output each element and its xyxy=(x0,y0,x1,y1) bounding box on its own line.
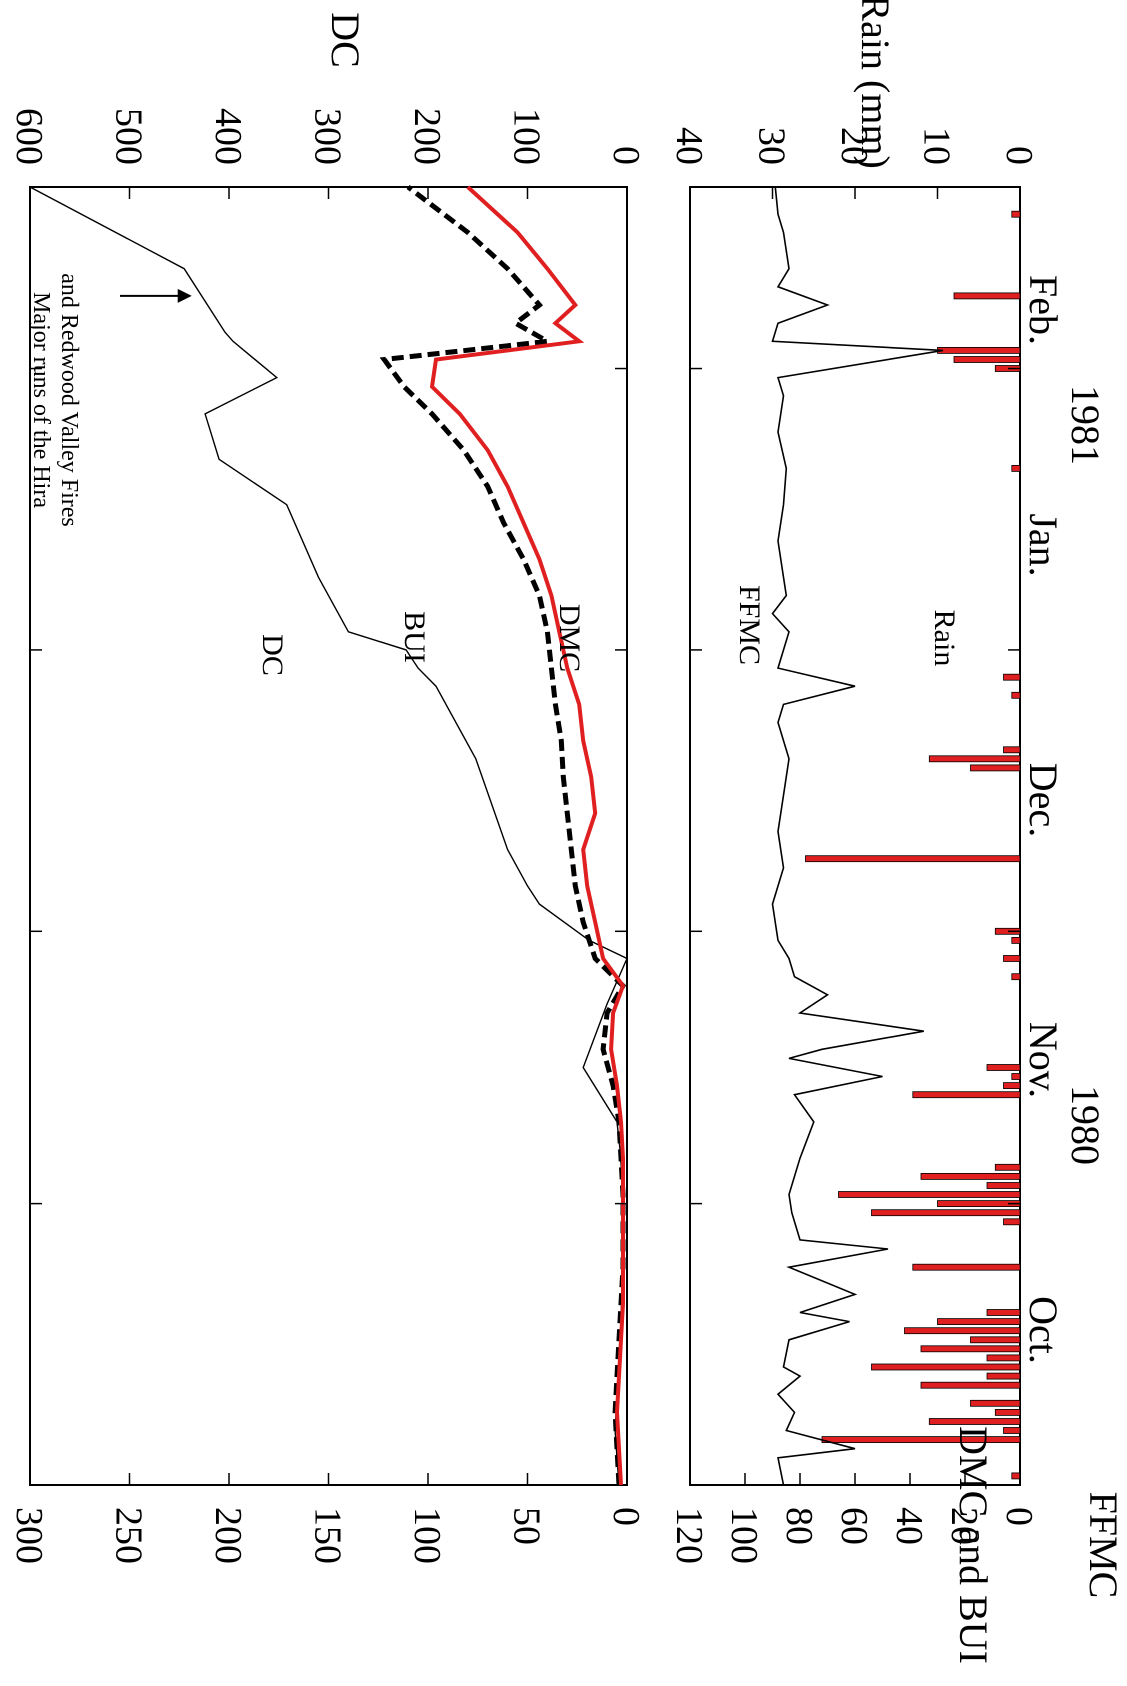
rain-bar xyxy=(937,346,1021,354)
dmc-bui-axis-tick-label: 50 xyxy=(506,1507,548,1545)
rain-bar xyxy=(920,1173,1021,1180)
tick-labels: 0501001502002503000100200300400500600020… xyxy=(8,108,1040,1564)
rain-bar xyxy=(986,1309,1021,1316)
axis-title-dmc-bui: DMC and BUI xyxy=(951,1426,996,1664)
axis-title-ffmc: FFMC xyxy=(1081,1492,1126,1599)
rain-bar xyxy=(805,855,1021,863)
series-label-bui: BUI xyxy=(398,611,431,663)
dc-axis-tick-label: 200 xyxy=(406,108,448,165)
rain-bar xyxy=(970,764,1021,772)
rain-bar xyxy=(1003,1218,1021,1226)
dmc-bui-axis-tick-label: 0 xyxy=(605,1507,647,1526)
rain-bar xyxy=(1003,955,1021,962)
dmc-bui-axis-tick-label: 200 xyxy=(207,1507,249,1564)
month-label-dec: Dec. xyxy=(1021,763,1066,837)
dc-axis-tick-label: 500 xyxy=(108,108,150,165)
rain-axis-tick-label: 40 xyxy=(668,127,710,165)
ffmc-axis-tick-label: 80 xyxy=(778,1507,820,1545)
dc-axis-tick-label: 100 xyxy=(506,108,548,165)
rain-axis-tick-label: 20 xyxy=(833,127,875,165)
series-ffmc-line xyxy=(771,186,944,1486)
rain-bar xyxy=(1011,464,1021,472)
month-label-oct: Oct. xyxy=(1021,1296,1066,1364)
dc-axis-tick-label: 400 xyxy=(207,108,249,165)
axis-ticks xyxy=(29,187,1021,1485)
annotation-line-2: and Redwood Valley Fires xyxy=(56,273,82,527)
rain-bar xyxy=(904,1327,1021,1335)
rain-axis-tick-label: 10 xyxy=(916,127,958,165)
bottom-panel-frame xyxy=(689,186,1021,1486)
month-label-feb: Feb. xyxy=(1021,275,1066,345)
series-label-dmc: DMC xyxy=(553,604,586,672)
rain-bar xyxy=(1011,973,1021,981)
dmc-bui-axis-tick-label: 150 xyxy=(307,1507,349,1564)
ffmc-axis-tick-label: 40 xyxy=(888,1507,930,1545)
series-bui-line xyxy=(379,185,627,1486)
rain-bar xyxy=(1003,746,1021,754)
rain-axis-tick-label: 0 xyxy=(998,146,1040,165)
rain-bar xyxy=(986,1182,1021,1189)
dmc-bui-axis-tick-label: 100 xyxy=(406,1507,448,1564)
rain-bar xyxy=(986,1372,1021,1380)
rain-bar xyxy=(1003,1082,1021,1089)
rain-bar xyxy=(937,1200,1021,1207)
ffmc-axis-tick-label: 100 xyxy=(723,1507,765,1564)
axis-title-dc: DC xyxy=(323,12,368,68)
ffmc-axis-tick-label: 20 xyxy=(943,1507,985,1545)
series-dmc-line xyxy=(429,185,626,1486)
year-label-1980: 1980 xyxy=(1063,1085,1108,1165)
rain-bar xyxy=(1011,210,1021,218)
rain-bar xyxy=(986,1354,1021,1362)
rain-bar xyxy=(953,292,1021,300)
rain-bar xyxy=(838,1191,1021,1198)
rain-bar xyxy=(1003,673,1021,681)
rain-bar xyxy=(928,755,1021,763)
axis-title-rain: 24-h Rain (mm) xyxy=(853,0,898,169)
ffmc-axis-tick-label: 120 xyxy=(668,1507,710,1564)
ffmc-axis-tick-label: 60 xyxy=(833,1507,875,1545)
rain-bar xyxy=(1011,691,1021,699)
rain-bar xyxy=(994,1163,1021,1171)
rain-bar xyxy=(871,1209,1021,1217)
rain-bar xyxy=(937,1318,1021,1325)
series-label-dc: DC xyxy=(256,634,289,676)
rain-bar xyxy=(994,365,1021,372)
rain-axis-tick-label: 30 xyxy=(751,127,793,165)
dc-axis-tick-label: 300 xyxy=(307,108,349,165)
rain-bar xyxy=(953,356,1021,363)
rain-bar xyxy=(920,1345,1021,1353)
rain-bar xyxy=(912,1091,1021,1099)
rain-bar xyxy=(994,927,1021,935)
rain-bars xyxy=(805,210,1021,1480)
rain-bar xyxy=(871,1363,1021,1371)
rain-bar xyxy=(1011,1472,1021,1480)
rain-bar xyxy=(986,1064,1021,1071)
rain-bar xyxy=(970,1336,1021,1344)
ffmc-axis-tick-label: 0 xyxy=(998,1507,1040,1526)
dc-axis-tick-label: 600 xyxy=(8,108,50,165)
rain-bar xyxy=(1011,1073,1021,1080)
annotation-line-1: Major runs of the Hira xyxy=(28,292,54,508)
rain-bar xyxy=(928,1418,1021,1425)
dc-axis-tick-label: 0 xyxy=(605,146,647,165)
rain-bar xyxy=(970,1399,1021,1407)
annotation-arrowhead xyxy=(177,288,192,303)
text-labels: DMC and BUI FFMC DC 24-h Rain (mm) 1980 … xyxy=(28,0,1126,1664)
dmc-bui-axis-tick-label: 250 xyxy=(108,1507,150,1564)
rain-bar xyxy=(912,1263,1021,1271)
rain-bar xyxy=(994,1409,1021,1416)
series-label-rain: Rain xyxy=(928,610,961,667)
month-label-jan: Jan. xyxy=(1021,513,1066,576)
dmc-bui-axis-tick-label: 300 xyxy=(8,1507,50,1564)
rain-bar xyxy=(1011,937,1021,944)
month-label-nov: Nov. xyxy=(1021,1022,1066,1098)
rain-bar xyxy=(1003,1427,1021,1434)
series-label-ffmc: FFMC xyxy=(733,585,766,665)
year-label-1981: 1981 xyxy=(1063,385,1108,465)
series-dc-line xyxy=(29,186,628,1486)
month-ticks xyxy=(30,367,1020,1205)
top-panel-frame xyxy=(29,186,628,1486)
rain-bar xyxy=(920,1381,1021,1389)
